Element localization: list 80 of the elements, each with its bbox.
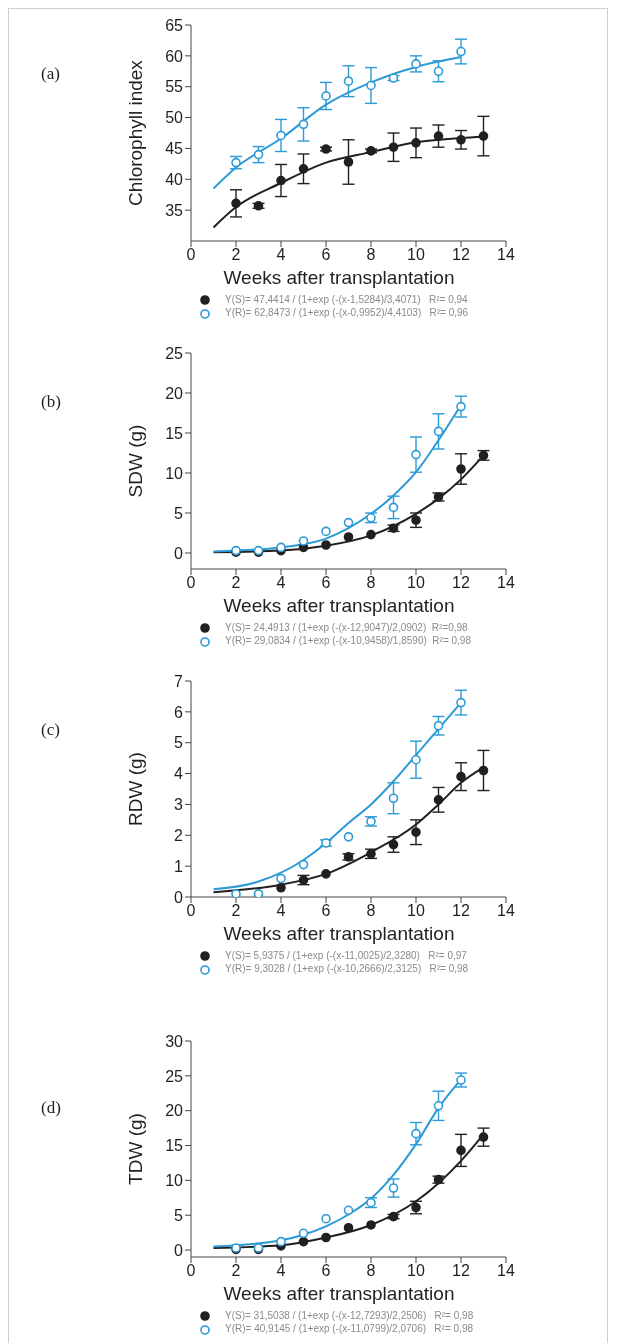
x-tick-label: 0 [186,1262,196,1280]
x-tick-label: 2 [231,574,241,592]
y-tick-label: 20 [165,384,184,402]
y-tick-label: 4 [174,765,184,783]
y-tick-label: 7 [174,672,184,690]
x-tick-label: 0 [186,902,196,920]
x-tick-label: 10 [407,246,425,264]
x-tick-label: 14 [497,246,515,264]
y-tick-label: 6 [174,703,184,721]
legend-label: Y(R)= 9,3028 / (1+exp (-(x-10,2666)/2,3125) R²= 0,98 [225,963,469,975]
x-axis-title: Weeks after transplantation [222,595,456,617]
y-axis-title: TDW (g) [124,1113,146,1185]
y-tick-label: 45 [165,140,184,158]
y-tick-label: 3 [174,796,184,814]
x-axis-title: Weeks after transplantation [222,1283,456,1305]
y-tick-label: 65 [165,16,184,34]
legend-label: Y(R)= 29,0834 / (1+exp (-(x-10,9458)/1,8590) R²= 0,98 [225,635,471,647]
y-tick-label: 0 [174,1241,184,1259]
x-tick-label: 2 [231,1262,241,1280]
y-tick-label: 25 [165,344,184,362]
x-tick-label: 4 [276,246,286,264]
legend-label: Y(R)= 62,8473 / (1+exp (-(x-0,9952)/4,4103) R²= 0,96 [225,307,469,319]
y-axis-title: SDW (g) [124,424,146,498]
x-tick-label: 12 [452,574,470,592]
text: (a) [41,64,60,84]
legend-label: Y(S)= 24,4913 / (1+exp (-(x-12,9047)/2,0902) R²=0,98 [225,622,468,633]
y-tick-label: 1 [174,857,184,875]
x-tick-label: 10 [407,902,425,920]
text: (d) [41,1098,61,1118]
x-tick-label: 6 [321,246,331,264]
text: (c) [41,720,60,740]
y-tick-label: 55 [165,78,184,96]
x-tick-label: 0 [186,574,196,592]
x-axis-title: Weeks after transplantation [222,923,456,945]
x-tick-label: 6 [321,1262,331,1280]
x-tick-label: 6 [321,574,331,592]
y-tick-label: 2 [174,826,184,844]
y-tick-label: 5 [174,1206,184,1224]
y-tick-label: 0 [174,544,184,562]
x-tick-label: 14 [497,1262,515,1280]
x-tick-label: 14 [497,574,515,592]
y-tick-label: 10 [165,464,184,482]
x-tick-label: 12 [452,1262,470,1280]
y-tick-label: 20 [165,1102,184,1120]
x-axis-title: Weeks after transplantation [222,267,456,289]
y-tick-label: 30 [165,1032,184,1050]
y-tick-label: 5 [174,504,184,522]
y-tick-label: 0 [174,888,184,906]
x-tick-label: 12 [452,246,470,264]
legend-label: Y(S)= 47,4414 / (1+exp (-(x-1,5284)/3,4071) R²= 0,94 [225,294,468,305]
x-tick-label: 6 [321,902,331,920]
y-tick-label: 50 [165,109,184,127]
x-tick-label: 8 [366,1262,376,1280]
x-tick-label: 4 [276,1262,286,1280]
x-tick-label: 8 [366,574,376,592]
y-tick-label: 60 [165,47,184,65]
x-tick-label: 2 [231,902,241,920]
y-tick-label: 35 [165,201,184,219]
legend-label: Y(S)= 5,9375 / (1+exp (-(x-11,0025)/2,3280) R²= 0,97 [225,950,467,961]
y-tick-label: 15 [165,424,184,442]
legend-label: Y(R)= 40,9145 / (1+exp (-(x-11,0799)/2,0706) R²= 0,98 [225,1323,474,1335]
legend-label: Y(S)= 31,5038 / (1+exp (-(x-12,7293)/2,2506) R²= 0,98 [225,1310,474,1321]
x-tick-label: 8 [366,246,376,264]
x-tick-label: 2 [231,246,241,264]
x-tick-label: 4 [276,574,286,592]
x-tick-label: 8 [366,902,376,920]
y-tick-label: 5 [174,734,184,752]
x-tick-label: 12 [452,902,470,920]
text: (b) [41,392,61,412]
y-tick-label: 15 [165,1137,184,1155]
x-tick-label: 10 [407,574,425,592]
x-tick-label: 14 [497,902,515,920]
y-axis-title: RDW (g) [124,752,146,826]
x-tick-label: 10 [407,1262,425,1280]
y-tick-label: 25 [165,1067,184,1085]
y-tick-label: 40 [165,170,184,188]
y-tick-label: 10 [165,1172,184,1190]
x-tick-label: 0 [186,246,196,264]
y-axis-title: Chlorophyll index [124,59,146,206]
x-tick-label: 4 [276,902,286,920]
